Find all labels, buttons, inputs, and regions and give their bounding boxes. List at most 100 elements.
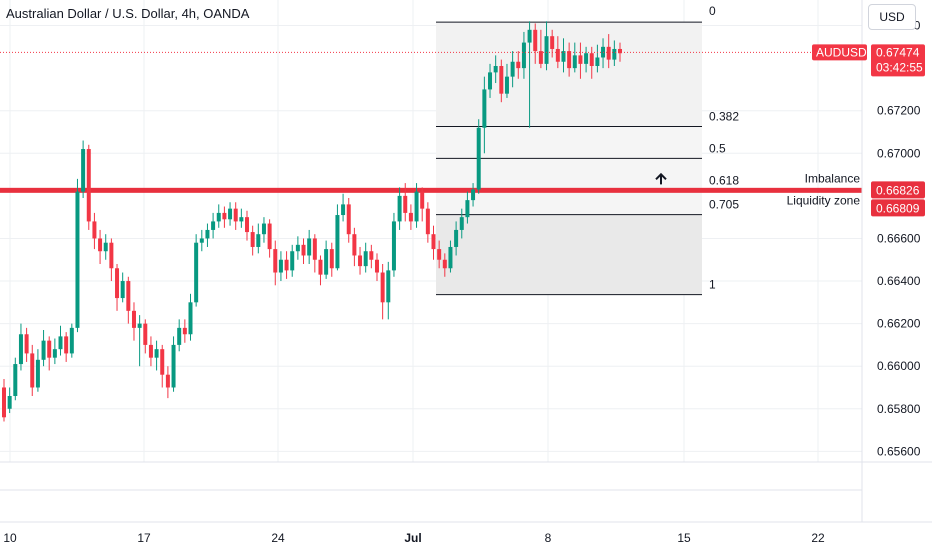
candle-body: [160, 349, 165, 375]
candle: [81, 140, 86, 198]
candle-body: [24, 334, 29, 354]
candle: [148, 336, 153, 367]
candle: [454, 221, 459, 256]
candle-body: [41, 340, 46, 360]
candle: [58, 325, 63, 356]
candle-body: [386, 270, 391, 303]
candle-body: [567, 51, 572, 69]
candle: [182, 319, 187, 343]
candle-body: [228, 208, 233, 220]
candle-body: [369, 251, 374, 260]
candle-body: [482, 89, 487, 128]
candle-body: [177, 327, 182, 345]
candle: [137, 315, 142, 367]
candle: [606, 34, 611, 69]
candle: [544, 21, 549, 71]
price-tick-label: 0.65600: [877, 444, 921, 458]
candle: [431, 225, 436, 260]
candle: [222, 206, 227, 228]
candle: [261, 217, 266, 243]
candle-body: [98, 238, 103, 252]
candle-body: [148, 344, 153, 358]
candle: [561, 38, 566, 73]
candle-body: [318, 259, 323, 275]
price-tick-label: 0.67200: [877, 104, 921, 118]
candle: [13, 357, 18, 401]
candle: [143, 319, 148, 354]
candle: [64, 332, 69, 362]
candle-body: [199, 238, 204, 243]
candle: [52, 338, 57, 365]
candle-body: [499, 66, 504, 94]
candle-body: [120, 281, 125, 299]
fibonacci-retracement[interactable]: 0 0.382 0.5 0.618 0.705 1: [436, 4, 739, 296]
candle-body: [465, 200, 470, 218]
candle: [448, 240, 453, 273]
time-tick-label: 15: [677, 531, 691, 545]
candle-body: [595, 57, 600, 66]
candle: [488, 63, 493, 98]
fib-level-label: 0: [709, 4, 716, 18]
price-tick-label: 0.65800: [877, 402, 921, 416]
candle: [47, 336, 52, 371]
candle: [578, 42, 583, 79]
candle: [278, 251, 283, 282]
candle-body: [115, 268, 120, 299]
candle: [346, 198, 351, 243]
candle-body: [476, 127, 481, 190]
candle: [24, 327, 29, 362]
candle: [103, 234, 108, 260]
candle: [86, 144, 91, 230]
fib-level-label: 0.705: [709, 198, 739, 212]
candle: [267, 219, 272, 258]
candle: [504, 63, 509, 98]
candle-body: [374, 259, 379, 273]
fib-level-label: 0.618: [709, 173, 739, 187]
candle: [329, 242, 334, 277]
symbol-tag: [812, 44, 867, 61]
candle-body: [510, 61, 515, 77]
candle-body: [341, 204, 346, 216]
candle-body: [403, 195, 408, 213]
liquidity-price-value: 0.66809: [876, 201, 920, 215]
candle: [154, 340, 159, 371]
arrow-up-icon: [655, 172, 667, 185]
candle-body: [13, 364, 18, 396]
candle-body: [358, 255, 363, 267]
candle-body: [555, 48, 560, 62]
candle: [584, 46, 589, 73]
candle: [177, 319, 182, 352]
candle: [386, 261, 391, 320]
price-tick-label: 0.66400: [877, 274, 921, 288]
candle-body: [442, 259, 447, 269]
candle: [425, 202, 430, 243]
candle: [533, 23, 538, 64]
time-tick-label: 22: [811, 531, 825, 545]
candle: [324, 240, 329, 279]
candle: [442, 253, 447, 277]
candle-body: [2, 387, 6, 418]
candle-body: [363, 251, 368, 267]
imbalance-liquidity-zone: [0, 187, 862, 193]
candle: [171, 336, 176, 392]
candle: [211, 212, 216, 239]
candle-body: [64, 336, 69, 354]
candle: [188, 293, 193, 341]
candle: [41, 330, 46, 367]
candle-body: [69, 327, 74, 354]
candle-body: [527, 29, 532, 43]
candle: [312, 234, 317, 273]
candle-body: [188, 302, 193, 335]
candle-body: [420, 191, 425, 209]
candle: [612, 40, 617, 66]
candle-body: [380, 272, 385, 303]
candle-body: [131, 310, 136, 328]
currency-selector-button[interactable]: USD: [868, 4, 916, 30]
candle: [120, 272, 125, 303]
candle-body: [58, 336, 63, 350]
candle-body: [437, 249, 442, 260]
candle-body: [425, 208, 430, 235]
candle: [516, 51, 521, 79]
time-axis[interactable]: 10 17 24 Jul 8 15 22: [3, 531, 825, 545]
